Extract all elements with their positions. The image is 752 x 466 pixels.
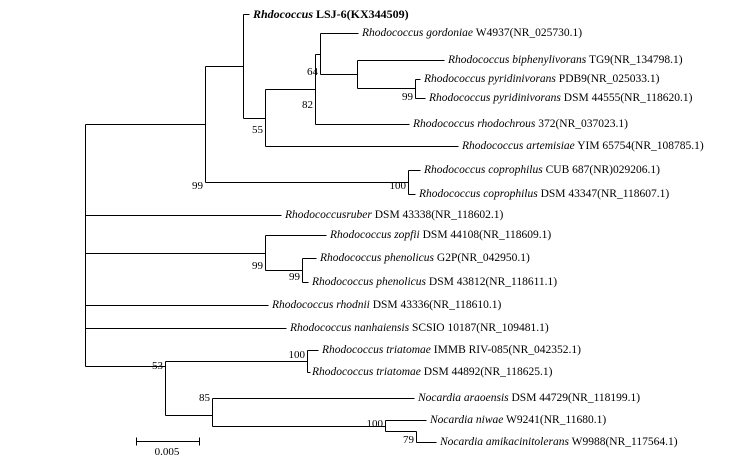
strain-accession: IMMB RIV-085(NR_042352.1) <box>430 344 581 356</box>
taxon-label: Rhodococcus triatomae DSM 44892(NR_11862… <box>312 365 552 379</box>
species-name: Rhodococcus coprophilus <box>424 164 543 176</box>
species-name: Nocardia amikacinitolerans <box>440 436 569 448</box>
taxon-label: Rhodococcus zopfii DSM 44108(NR_118609.1… <box>330 228 551 242</box>
species-name: Nocardia araoensis <box>418 392 509 404</box>
strain-accession: W4937(NR_025730.1) <box>473 27 583 39</box>
strain-accession: W9988(NR_117564.1) <box>568 436 678 448</box>
taxon-label: Rhodococcus biphenylivorans TG9(NR_13479… <box>448 53 683 67</box>
strain-accession: SCSIO 10187(NR_109481.1) <box>409 322 549 334</box>
taxon-label: Rhodococcus pyridinivorans PDB9(NR_02503… <box>424 72 659 86</box>
species-name: Rhodococcus pyridinivorans <box>429 92 561 104</box>
taxon-label: Nocardia araoensis DSM 44729(NR_118199.1… <box>418 391 640 405</box>
taxon-label: Rhodococcus rhodochrous 372(NR_037023.1) <box>413 117 628 131</box>
species-name: Rhodococcus phenolicus <box>320 252 435 264</box>
taxon-label: Nocardia niwae W9241(NR_11680.1) <box>430 413 606 427</box>
bootstrap-value: 99 <box>252 260 263 272</box>
bootstrap-value: 82 <box>302 99 313 111</box>
strain-accession: DSM 43347(NR_118607.1) <box>537 188 670 200</box>
species-name: Rhodococcus nanhaiensis <box>290 322 410 334</box>
taxon-label: Rhodococcus phenolicus DSM 43812(NR_1186… <box>312 275 557 289</box>
taxon-label: Rhodococcus gordoniae W4937(NR_025730.1) <box>362 26 582 40</box>
taxon-label: Rhodococcus nanhaiensis SCSIO 10187(NR_1… <box>290 321 549 335</box>
strain-accession: W9241(NR_11680.1) <box>503 414 607 426</box>
taxon-label: Rhodococcus phenolicus G2P(NR_042950.1) <box>320 251 530 265</box>
species-name: Rhodococcusruber <box>285 209 372 221</box>
scale-bar-label: 0.005 <box>154 446 180 458</box>
bootstrap-value: 99 <box>192 180 203 192</box>
species-name: Rhodococcus triatomae <box>322 344 431 356</box>
bootstrap-value: 85 <box>199 392 210 404</box>
strain-accession: DSM 43336(NR_118610.1) <box>369 299 502 311</box>
species-name: Rhodococcus rhodochrous <box>413 118 536 130</box>
strain-accession: DSM 44729(NR_118199.1) <box>508 392 641 404</box>
species-name: Rhodococcus rhodnii <box>272 299 370 311</box>
species-name: Rhodococcus zopfii <box>330 229 420 241</box>
taxon-label: Rhodococcus rhodnii DSM 43336(NR_118610.… <box>272 298 501 312</box>
taxon-label: Rhodococcus artemisiae YIM 65754(NR_1087… <box>462 139 704 153</box>
taxon-label: Rhodococcus triatomae IMMB RIV-085(NR_04… <box>322 343 581 357</box>
species-name: Rhodococcus biphenylivorans <box>448 54 587 66</box>
taxon-label: Rhodococcus pyridinivorans DSM 44555(NR_… <box>429 91 692 105</box>
species-name: Rhodococcus phenolicus <box>312 276 427 288</box>
strain-accession: DSM 44108(NR_118609.1) <box>419 229 552 241</box>
bootstrap-value: 99 <box>289 271 300 283</box>
species-name: Rhdococcus <box>253 7 313 21</box>
strain-accession: CUB 687(NR)029206.1) <box>542 164 660 176</box>
bootstrap-value: 100 <box>288 349 306 361</box>
bootstrap-value: 79 <box>403 434 414 446</box>
species-name: Rhodococcus coprophilus <box>419 188 538 200</box>
bootstrap-value: 100 <box>389 180 407 192</box>
taxon-label: Rhodococcus coprophilus CUB 687(NR)02920… <box>424 163 660 177</box>
bootstrap-value: 64 <box>307 66 318 78</box>
species-name: Rhodococcus pyridinivorans <box>424 73 556 85</box>
strain-accession: DSM 43338(NR_118602.1) <box>371 209 504 221</box>
bootstrap-value: 55 <box>252 124 263 136</box>
strain-accession: G2P(NR_042950.1) <box>434 252 530 264</box>
species-name: Nocardia niwae <box>430 414 504 426</box>
taxon-label: Rhodococcusruber DSM 43338(NR_118602.1) <box>285 208 503 222</box>
species-name: Rhodococcus triatomae <box>312 366 421 378</box>
species-name: Rhodococcus gordoniae <box>362 27 474 39</box>
taxon-label: Rhodococcus coprophilus DSM 43347(NR_118… <box>419 187 669 201</box>
bootstrap-value: 99 <box>402 91 413 103</box>
strain-accession: 372(NR_037023.1) <box>535 118 628 130</box>
bootstrap-value: 53 <box>152 360 163 372</box>
strain-accession: PDB9(NR_025033.1) <box>555 73 660 85</box>
strain-accession: DSM 44892(NR_118625.1) <box>420 366 553 378</box>
strain-accession: DSM 44555(NR_118620.1) <box>560 92 693 104</box>
taxon-label: Nocardia amikacinitolerans W9988(NR_1175… <box>440 435 678 449</box>
species-name: Rhodococcus artemisiae <box>462 140 575 152</box>
strain-accession: YIM 65754(NR_108785.1) <box>574 140 704 152</box>
bootstrap-value: 100 <box>366 418 384 430</box>
strain-accession: DSM 43812(NR_118611.1) <box>426 276 558 288</box>
scale-bar <box>136 437 200 446</box>
strain-accession: TG9(NR_134798.1) <box>586 54 683 66</box>
strain-accession: LSJ-6(KX344509) <box>313 7 409 21</box>
taxon-label-query: Rhdococcus LSJ-6(KX344509) <box>253 7 409 21</box>
